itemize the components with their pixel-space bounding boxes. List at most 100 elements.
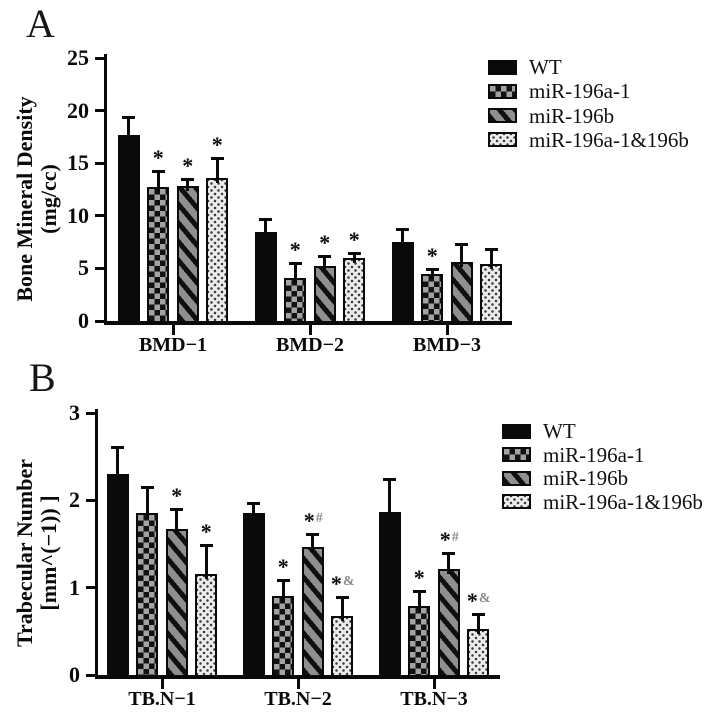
category-label: TB.N−1 xyxy=(128,688,196,710)
error-bar-cap xyxy=(383,477,397,481)
secondary-significance-symbol: & xyxy=(478,590,491,606)
y-axis-tick-label: 15 xyxy=(67,150,89,176)
asterisk: * xyxy=(303,507,315,533)
x-axis-line xyxy=(95,675,500,679)
significance-marker: * xyxy=(272,239,318,261)
secondary-significance-symbol: # xyxy=(451,529,459,545)
legend-label: miR-196a-1&196b xyxy=(543,489,703,514)
y-axis-title-a-line1: Bone Mineral Density xyxy=(12,96,37,302)
legend-label: miR-196a-1 xyxy=(543,442,645,467)
error-bar-cap xyxy=(288,262,302,266)
legend-swatch-solid-icon xyxy=(502,423,531,439)
legend-swatch-dots-icon xyxy=(502,494,531,509)
bar-miR-196a-1&196b-TB.N−1 xyxy=(195,573,218,677)
bar-miR-196a-1&196b-TB.N−3 xyxy=(467,628,490,677)
error-bar-stem xyxy=(388,477,392,517)
category-label: TB.N−3 xyxy=(400,688,468,710)
error-bar-stem xyxy=(352,251,356,263)
legend-swatch-solid-icon xyxy=(488,59,517,75)
bar-WT-BMD−3 xyxy=(391,242,414,323)
asterisk: * xyxy=(277,553,289,579)
error-bar-cap xyxy=(396,228,410,232)
legend-item: miR-196b xyxy=(488,103,615,128)
category-label: BMD−2 xyxy=(275,334,345,356)
bar-miR-196a-1&196b-BMD−1 xyxy=(206,177,229,323)
category-label: BMD−3 xyxy=(412,334,482,356)
bar-miR-196a-1-BMD−2 xyxy=(284,277,307,323)
significance-marker: * xyxy=(260,553,306,579)
error-bar-cap xyxy=(335,595,349,599)
error-bar-cap xyxy=(247,502,261,506)
y-axis-tick-label: 5 xyxy=(78,255,89,281)
x-axis-tick xyxy=(432,678,436,689)
bar-miR-196a-1-TB.N−3 xyxy=(408,606,431,677)
legend-label: miR-196a-1 xyxy=(529,79,631,104)
legend-label: WT xyxy=(543,419,576,443)
y-axis-tick xyxy=(86,673,95,677)
secondary-significance-symbol: & xyxy=(342,573,355,589)
asterisk: * xyxy=(171,483,183,509)
error-bar-cap xyxy=(442,551,456,555)
error-bar-cap xyxy=(306,532,320,536)
error-bar-cap xyxy=(425,268,439,272)
error-bar-cap xyxy=(199,544,213,547)
error-bar-stem xyxy=(311,532,315,553)
y-axis-tick xyxy=(86,586,95,590)
error-bar-cap xyxy=(318,254,332,258)
category-label: TB.N−2 xyxy=(264,688,332,710)
x-axis-tick xyxy=(308,324,312,335)
bar-miR-196a-1-BMD−3 xyxy=(421,273,444,323)
asterisk: * xyxy=(466,587,478,613)
x-axis-line xyxy=(104,321,512,325)
asterisk: * xyxy=(211,131,223,157)
error-bar-cap xyxy=(210,156,224,160)
legend-swatch-stripes-icon xyxy=(488,108,517,124)
error-bar-stem xyxy=(252,502,256,519)
y-axis-title-panel-b: Trabecular Number [mm^(−1)) ] xyxy=(12,403,61,703)
y-axis-title-a-line2: (mg/cc) xyxy=(36,164,61,234)
asterisk: * xyxy=(426,243,438,269)
y-axis-tick xyxy=(86,411,95,415)
error-bar-cap xyxy=(347,251,361,255)
bar-miR-196b-BMD−3 xyxy=(450,262,473,323)
bar-miR-196b-BMD−2 xyxy=(313,266,336,323)
error-bar-stem xyxy=(145,486,149,519)
error-bar-cap xyxy=(140,486,154,490)
significance-marker: * xyxy=(165,152,211,178)
asterisk: * xyxy=(200,519,212,544)
legend-item: miR-196a-1&196b xyxy=(502,489,703,514)
legend-item: miR-196b xyxy=(502,468,628,489)
panel-b-letter: B xyxy=(29,355,56,400)
error-bar-stem xyxy=(323,254,327,272)
bar-miR-196b-TB.N−3 xyxy=(437,569,460,677)
bar-miR-196a-1&196b-TB.N−2 xyxy=(331,615,354,677)
asterisk: * xyxy=(330,570,342,596)
error-bar-cap xyxy=(181,177,195,181)
significance-marker: *& xyxy=(319,570,365,598)
significance-marker: *# xyxy=(426,528,472,554)
secondary-significance-symbol: # xyxy=(315,510,323,526)
error-bar-cap xyxy=(471,612,485,616)
asterisk: * xyxy=(413,565,425,591)
legend-swatch-stripes-icon xyxy=(502,470,531,486)
y-axis-tick-label: 2 xyxy=(69,487,80,513)
y-axis-tick xyxy=(95,109,104,113)
asterisk: * xyxy=(319,229,331,255)
y-axis-tick-label: 25 xyxy=(67,45,89,70)
y-axis-title-b-line1: Trabecular Number xyxy=(12,459,37,647)
legend-label: miR-196a-1&196b xyxy=(529,127,689,152)
error-bar-stem xyxy=(281,578,285,601)
x-axis-tick xyxy=(171,324,175,335)
asterisk: * xyxy=(182,152,194,178)
legend-swatch-dots-icon xyxy=(488,132,517,148)
significance-marker: * xyxy=(154,483,200,509)
y-axis-tick-label: 20 xyxy=(67,97,89,123)
category-label: BMD−1 xyxy=(138,334,208,356)
y-axis-tick-label: 10 xyxy=(67,202,89,228)
bar-miR-196b-TB.N−2 xyxy=(301,547,324,677)
error-bar-stem xyxy=(156,169,160,193)
legend-label: miR-196b xyxy=(529,103,615,128)
y-axis-line xyxy=(95,409,98,678)
error-bar-stem xyxy=(127,115,131,140)
error-bar-stem xyxy=(476,612,480,634)
